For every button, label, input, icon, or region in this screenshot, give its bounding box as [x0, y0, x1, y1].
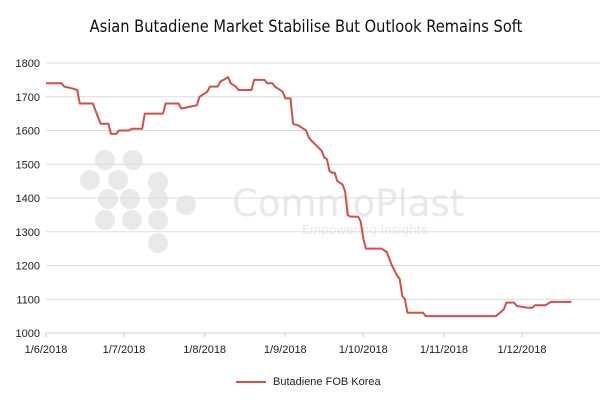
watermark-dot [95, 150, 115, 170]
x-tick-label: 1/12/2018 [498, 344, 547, 356]
watermark: CommoPlast Empowering Insights [80, 150, 464, 253]
watermark-dot [98, 189, 118, 209]
watermark-dot [176, 195, 196, 215]
y-tick-label: 1200 [16, 261, 40, 273]
legend: Butadiene FOB Korea [236, 374, 381, 390]
y-tick-label: 1300 [16, 227, 40, 239]
watermark-dot [122, 210, 142, 230]
watermark-dot [108, 170, 128, 190]
y-tick-label: 1100 [16, 294, 40, 306]
y-tick-label: 1500 [16, 159, 40, 171]
chart-title: Asian Butadiene Market Stabilise But Out… [89, 17, 523, 37]
x-tick-label: 1/6/2018 [25, 344, 68, 356]
y-axis: 1000 1100 1200 1300 1400 1500 1600 1700 1800 [16, 58, 40, 340]
gridlines [46, 62, 600, 334]
x-tick-label: 1/10/2018 [339, 344, 388, 356]
watermark-dot [120, 189, 140, 209]
watermark-dot [148, 172, 168, 192]
x-tick-label: 1/8/2018 [183, 344, 226, 356]
watermark-dot [123, 150, 143, 170]
watermark-brand: CommoPlast [232, 182, 464, 225]
watermark-dot [95, 210, 115, 230]
watermark-tagline: Empowering Insights [302, 223, 428, 237]
watermark-logo [80, 150, 196, 253]
x-axis: 1/6/2018 1/7/2018 1/8/2018 1/9/2018 1/10/201… [25, 333, 547, 356]
y-tick-label: 1600 [16, 126, 40, 138]
watermark-dot [148, 233, 168, 253]
x-tick-label: 1/9/2018 [264, 344, 307, 356]
y-tick-label: 1800 [16, 58, 40, 70]
x-tick-label: 1/11/2018 [420, 344, 468, 356]
y-tick-label: 1000 [16, 328, 40, 340]
series-line [46, 76, 572, 318]
y-tick-label: 1400 [16, 193, 40, 205]
watermark-dot [148, 189, 168, 209]
series-layer [46, 76, 572, 318]
x-tick-label: 1/7/2018 [103, 344, 146, 356]
legend-swatch [236, 381, 266, 383]
y-tick-label: 1700 [16, 92, 40, 104]
watermark-dot [148, 210, 168, 230]
watermark-dot [80, 170, 100, 190]
legend-label: Butadiene FOB Korea [273, 376, 381, 388]
